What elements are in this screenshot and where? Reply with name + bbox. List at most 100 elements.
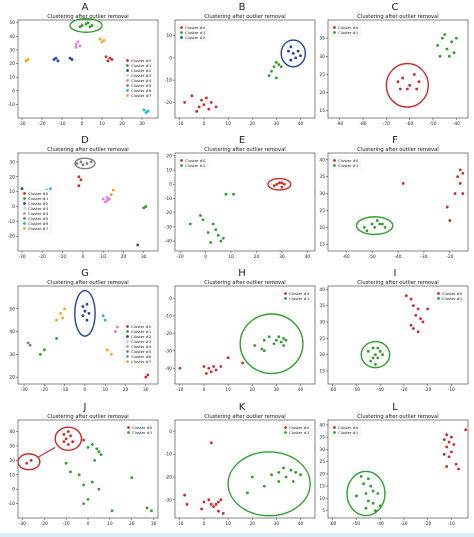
x-tick-label: -60 (329, 387, 336, 393)
data-point (107, 197, 111, 201)
data-point (26, 58, 30, 61)
data-point (246, 491, 249, 495)
highlight-ellipse (74, 157, 96, 170)
data-point (267, 74, 271, 78)
data-point (373, 225, 377, 229)
data-point (66, 430, 70, 433)
data-point (224, 192, 228, 196)
y-tick-label: 30 (319, 447, 325, 453)
data-point (277, 480, 281, 483)
data-point (216, 233, 220, 237)
data-point (142, 108, 146, 112)
legend-label: Cluster #4 (131, 78, 152, 83)
legend-label: Cluster #5 (131, 349, 152, 354)
legend-marker (126, 84, 129, 87)
data-point (89, 160, 93, 164)
y-tick-label: 40 (9, 34, 15, 40)
x-tick-label: 0 (81, 121, 84, 127)
data-point (69, 434, 72, 438)
data-point (97, 450, 101, 454)
y-tick-label: 25 (319, 72, 325, 78)
data-point (409, 297, 413, 301)
x-tick-label: -50 (368, 254, 375, 260)
data-point (408, 83, 412, 87)
y-tick-label: 20 (9, 458, 15, 464)
data-point (81, 305, 85, 308)
legend-marker (333, 31, 336, 34)
data-point (458, 168, 462, 172)
data-point (284, 338, 288, 342)
data-point (111, 188, 115, 192)
data-point (445, 433, 449, 437)
data-point (56, 59, 60, 63)
legend-label: Cluster #0 (132, 425, 153, 430)
legend-marker (333, 26, 336, 29)
data-point (90, 443, 94, 446)
x-tick-label: -30 (19, 521, 26, 527)
data-point (52, 58, 56, 61)
legend-label: Cluster #0 (131, 58, 152, 63)
legend-label: Cluster #1 (289, 430, 310, 435)
y-tick-label: 20 (9, 61, 15, 67)
y-tick-label: 35 (319, 435, 325, 441)
data-point (20, 187, 24, 191)
data-point (219, 498, 223, 502)
y-tick-label: 10 (166, 33, 172, 39)
data-point (381, 353, 384, 356)
y-tick-label: -10 (165, 313, 172, 319)
data-point (371, 346, 375, 350)
data-point (130, 476, 134, 480)
data-point (374, 509, 377, 513)
panel-letter: I (394, 268, 397, 279)
legend-label: Cluster #0 (289, 291, 310, 296)
data-point (401, 76, 405, 80)
panel-title: Clustering after outlier removal (204, 280, 285, 286)
data-point (207, 498, 211, 502)
highlight-ellipse (74, 289, 96, 337)
legend-marker (23, 192, 26, 195)
data-point (454, 462, 458, 466)
panel-letter: G (81, 268, 89, 279)
data-point (456, 175, 460, 179)
data-point (262, 484, 266, 488)
data-point (440, 36, 444, 40)
x-tick-label: -30 (400, 521, 407, 527)
data-point (146, 109, 150, 113)
data-point (359, 474, 363, 478)
y-tick-label: 15 (319, 108, 325, 114)
data-point (201, 218, 205, 222)
data-point (144, 375, 148, 379)
data-point (26, 341, 30, 345)
legend-box (177, 23, 209, 42)
y-tick-label: 30 (319, 319, 325, 325)
data-point (270, 69, 273, 73)
data-point (103, 200, 107, 204)
data-point (366, 349, 370, 353)
x-tick-label: -50 (353, 521, 360, 527)
data-point (55, 318, 58, 322)
data-point (274, 338, 278, 342)
y-tick-label: 20 (9, 174, 15, 180)
legend-marker (23, 222, 26, 225)
data-point (110, 509, 114, 513)
data-point (146, 373, 150, 377)
y-tick-label: -20 (165, 210, 172, 216)
x-tick-label: 10 (225, 521, 231, 527)
x-tick-label: 10 (225, 121, 231, 127)
data-point (188, 222, 192, 226)
legend-label: Cluster #0 (131, 324, 152, 329)
legend-box (330, 156, 362, 170)
highlight-ellipse (54, 426, 83, 451)
x-tick-label: 10 (102, 387, 108, 393)
data-point (136, 243, 140, 247)
data-point (376, 492, 380, 495)
x-tick-label: 20 (249, 521, 255, 527)
y-tick-label: 0 (169, 296, 172, 302)
x-tick-label: 30 (151, 521, 157, 527)
data-point (284, 475, 288, 479)
y-tick-label: 35 (319, 36, 325, 42)
data-point (62, 440, 66, 444)
y-tick-label: 15 (319, 484, 325, 490)
data-point (419, 317, 422, 321)
